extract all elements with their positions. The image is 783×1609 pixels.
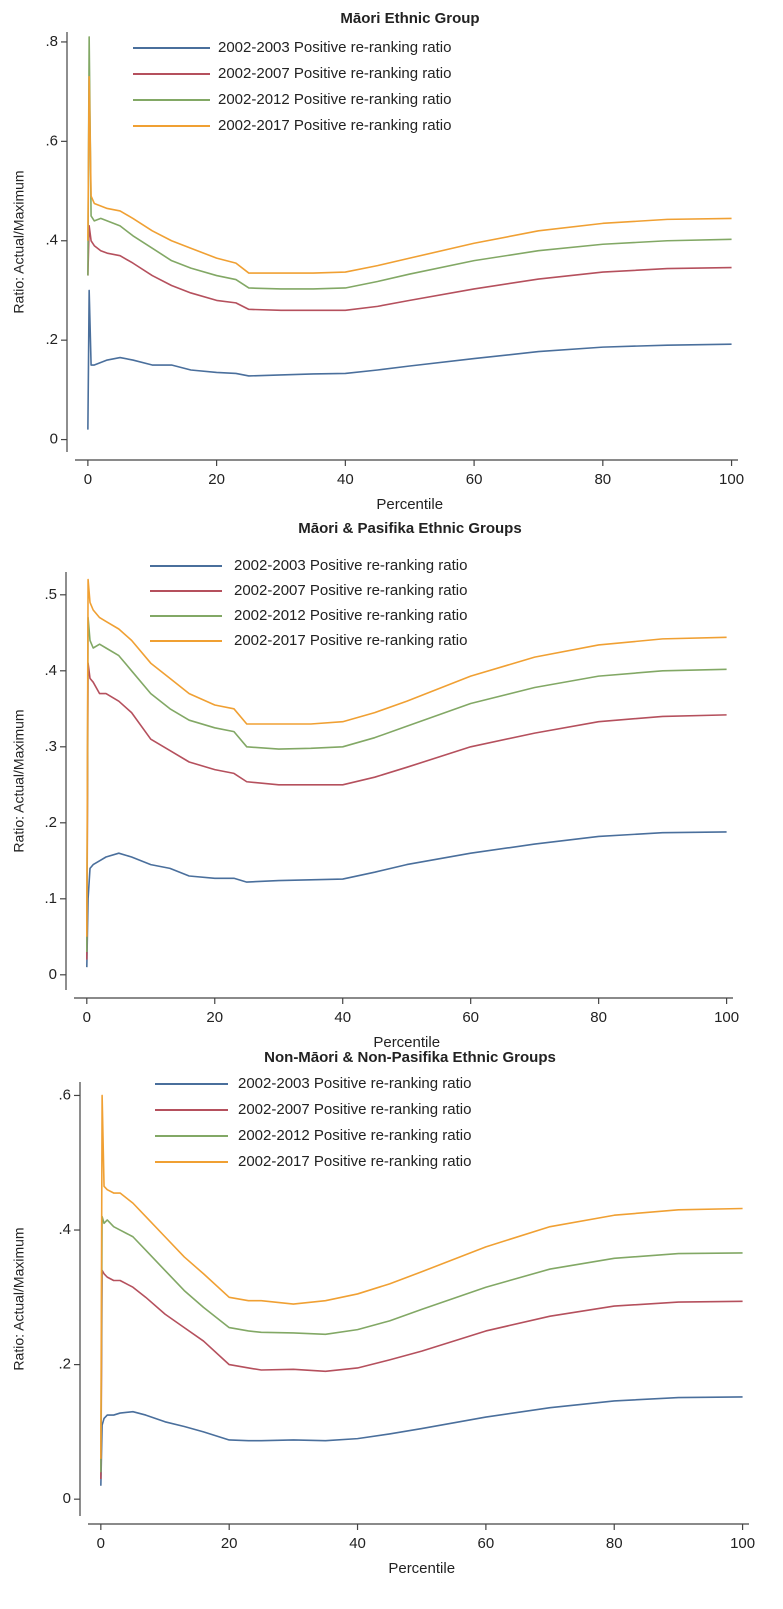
y-axis-label: Ratio: Actual/Maximum — [11, 170, 27, 313]
x-tick-label: 0 — [84, 471, 92, 488]
x-tick-label: 80 — [606, 1535, 623, 1552]
y-tick-label: .5 — [44, 586, 57, 603]
y-tick-label: 0 — [49, 966, 57, 983]
legend-label: 2002-2003 Positive re-ranking ratio — [234, 557, 467, 574]
x-tick-label: 40 — [334, 1009, 351, 1026]
series-line — [100, 1396, 743, 1486]
y-tick-label: .8 — [45, 33, 58, 50]
x-tick-label: 40 — [337, 471, 354, 488]
chart-title: Non-Māori & Non-Pasifika Ethnic Groups — [264, 1049, 556, 1066]
y-tick-label: .2 — [45, 331, 58, 348]
series-line — [100, 1094, 743, 1459]
x-tick-label: 60 — [478, 1535, 495, 1552]
x-axis-label: Percentile — [388, 1560, 455, 1577]
y-tick-label: .4 — [45, 232, 58, 249]
series-line — [87, 289, 732, 430]
x-tick-label: 100 — [719, 471, 744, 488]
x-tick-label: 80 — [594, 471, 611, 488]
y-tick-label: .6 — [58, 1086, 71, 1103]
x-axis-label: Percentile — [373, 1034, 440, 1051]
y-axis-label: Ratio: Actual/Maximum — [11, 709, 27, 852]
x-tick-label: 80 — [590, 1009, 607, 1026]
y-axis-label: Ratio: Actual/Maximum — [11, 1227, 27, 1370]
series-line — [87, 75, 732, 274]
x-tick-label: 100 — [714, 1009, 739, 1026]
legend-label: 2002-2017 Positive re-ranking ratio — [234, 632, 467, 649]
y-tick-label: .4 — [44, 662, 57, 679]
legend-label: 2002-2007 Positive re-ranking ratio — [234, 582, 467, 599]
y-tick-label: 0 — [63, 1490, 71, 1507]
series-line — [87, 225, 732, 312]
x-axis-label: Percentile — [376, 496, 443, 513]
x-tick-label: 40 — [349, 1535, 366, 1552]
series-line — [100, 1215, 743, 1473]
x-tick-label: 0 — [97, 1535, 105, 1552]
series-line — [87, 36, 732, 290]
legend-label: 2002-2003 Positive re-ranking ratio — [218, 39, 451, 56]
x-tick-label: 100 — [730, 1535, 755, 1552]
chart-title: Māori & Pasifika Ethnic Groups — [298, 520, 521, 537]
y-tick-label: .6 — [45, 132, 58, 149]
y-tick-label: .4 — [58, 1221, 71, 1238]
y-tick-label: .2 — [58, 1356, 71, 1373]
legend-label: 2002-2012 Positive re-ranking ratio — [238, 1127, 471, 1144]
legend-label: 2002-2007 Positive re-ranking ratio — [218, 65, 451, 82]
x-tick-label: 20 — [206, 1009, 223, 1026]
legend-label: 2002-2012 Positive re-ranking ratio — [218, 91, 451, 108]
series-line — [86, 662, 727, 960]
series-line — [100, 1269, 743, 1479]
series-line — [86, 616, 727, 953]
legend-label: 2002-2007 Positive re-ranking ratio — [238, 1101, 471, 1118]
x-tick-label: 20 — [221, 1535, 238, 1552]
x-tick-label: 0 — [83, 1009, 91, 1026]
legend-label: 2002-2003 Positive re-ranking ratio — [238, 1075, 471, 1092]
x-tick-label: 60 — [462, 1009, 479, 1026]
y-tick-label: .2 — [44, 814, 57, 831]
series-line — [86, 578, 727, 937]
x-tick-label: 20 — [208, 471, 225, 488]
legend-label: 2002-2017 Positive re-ranking ratio — [218, 117, 451, 134]
y-tick-label: .3 — [44, 738, 57, 755]
legend-label: 2002-2017 Positive re-ranking ratio — [238, 1153, 471, 1170]
series-line — [86, 831, 727, 968]
chart-title: Māori Ethnic Group — [340, 10, 479, 27]
legend-label: 2002-2012 Positive re-ranking ratio — [234, 607, 467, 624]
y-tick-label: .1 — [44, 890, 57, 907]
x-tick-label: 60 — [466, 471, 483, 488]
y-tick-label: 0 — [50, 431, 58, 448]
